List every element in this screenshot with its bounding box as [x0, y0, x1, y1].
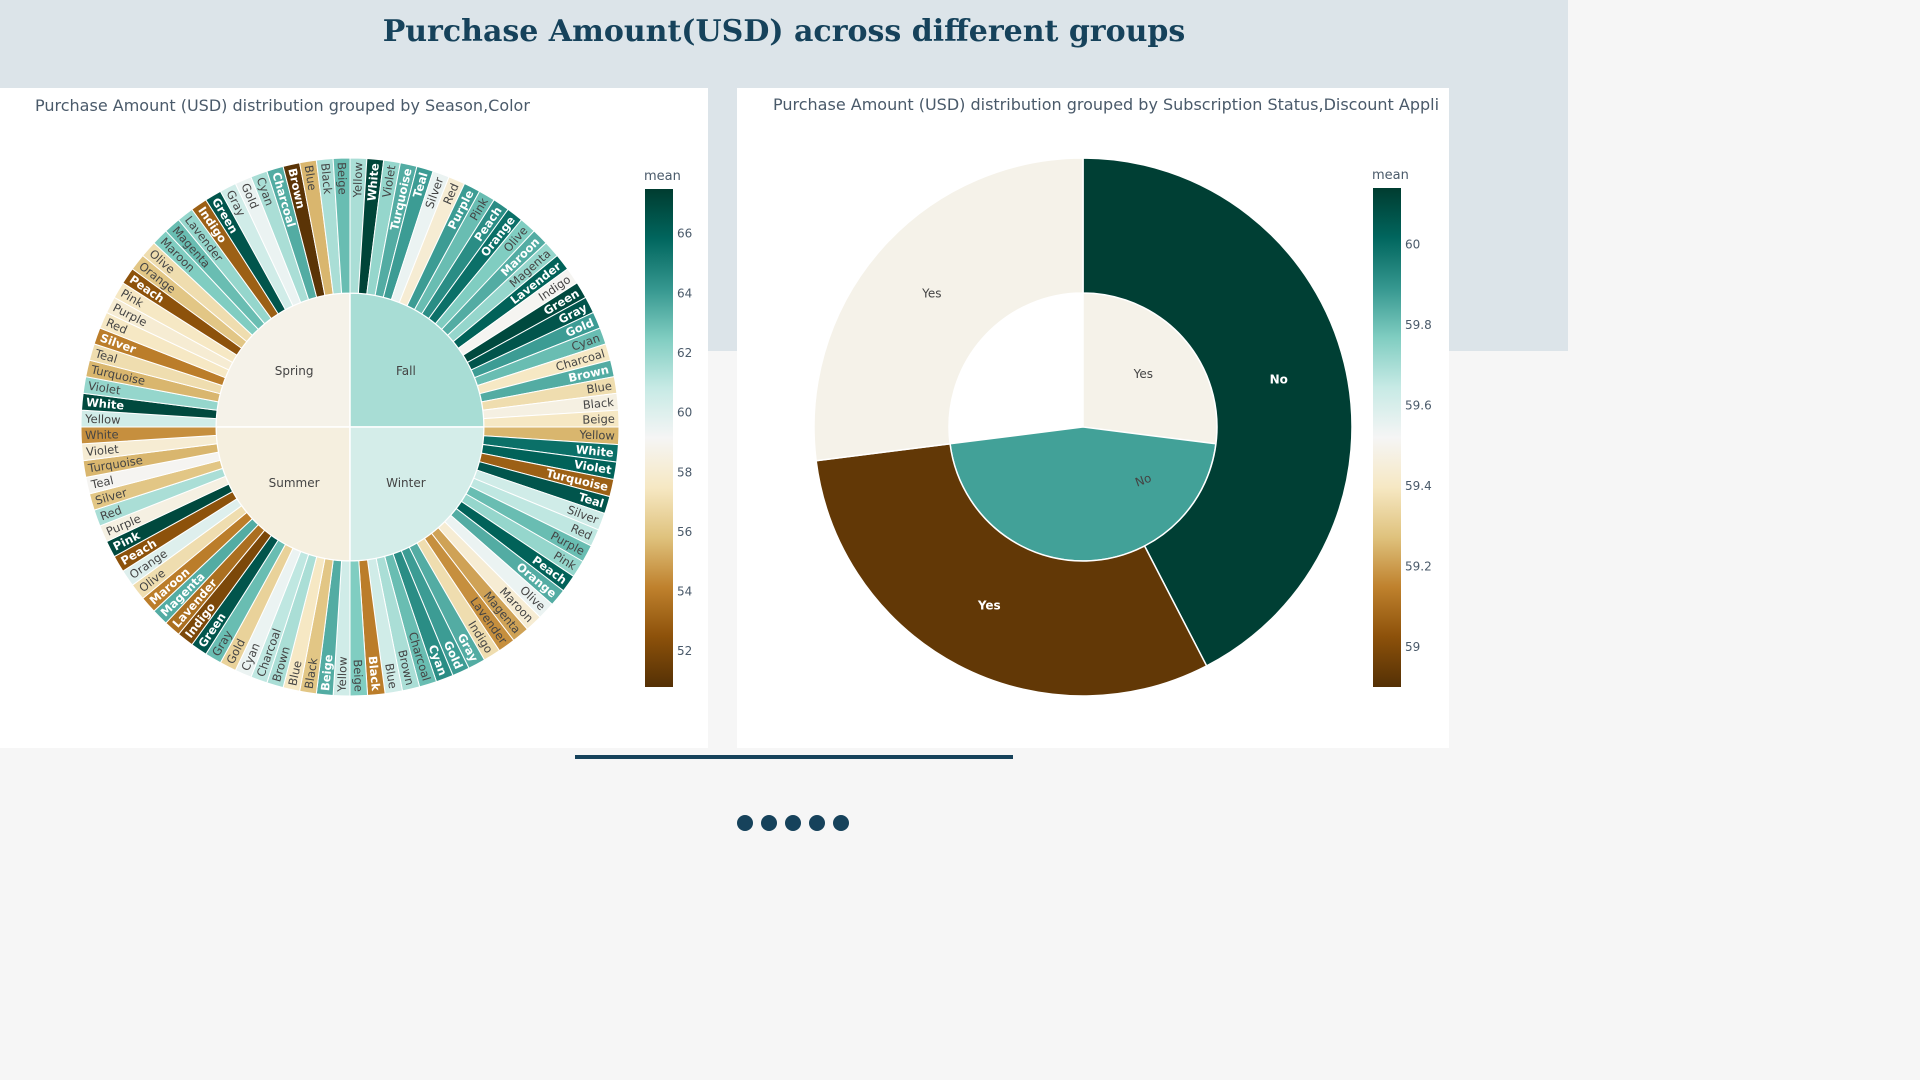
pagination-dot[interactable] — [809, 815, 825, 831]
colorbar: mean 59 59.2 59.4 59.6 59.8 60 — [1372, 168, 1432, 687]
slice-label: Yellow — [578, 427, 615, 442]
slice-label: White — [364, 162, 382, 201]
slice-label: Blue — [302, 164, 320, 191]
colorbar-gradient — [1373, 188, 1401, 687]
slice-label: White — [85, 427, 119, 442]
slice-label: Violet — [86, 442, 120, 459]
page-title: Purchase Amount(USD) across different gr… — [382, 14, 1186, 49]
slice-label: White — [575, 442, 614, 460]
slice-label: Yes — [921, 287, 941, 301]
slice-label: White — [86, 395, 125, 413]
colorbar: mean 52 54 56 58 60 62 64 66 — [644, 169, 692, 687]
slice-label: Beige — [335, 162, 350, 195]
colorbar-tick-label: 59 — [1405, 640, 1420, 654]
slice-label: Violet — [573, 457, 613, 477]
slice-label: Teal — [410, 171, 431, 200]
progress-bar — [575, 755, 1013, 759]
slice-label: Beige — [351, 659, 366, 692]
slice-label: Yellow — [335, 656, 350, 693]
slice-label: Violet — [87, 379, 122, 398]
outer-ring: Yellow WhiteVioletTurquoiseTealSilverRedP… — [80, 157, 620, 697]
season-color-chart-panel: Purchase Amount (USD) distribution group… — [0, 88, 708, 748]
pagination-dot[interactable] — [737, 815, 753, 831]
slice-label: Yellow — [84, 412, 121, 427]
slice-label: Black — [366, 655, 383, 691]
colorbar-gradient — [645, 189, 673, 687]
pagination-dot[interactable] — [761, 815, 777, 831]
pagination-dots[interactable] — [737, 815, 849, 831]
slice-label: Blue — [382, 662, 400, 689]
slice-spring-beige — [332, 157, 351, 294]
slice-label: Blue — [586, 379, 613, 397]
slice-label: Yes — [977, 598, 1001, 612]
outer-ring: No Yes Yes — [813, 157, 1353, 697]
colorbar-title: mean — [644, 169, 681, 184]
colorbar-tick-label: 52 — [677, 644, 692, 658]
sector-label: Spring — [275, 364, 314, 378]
slice-no-no — [1082, 157, 1353, 667]
sector-label: Yes — [1133, 367, 1153, 381]
slice-yes-yes — [813, 157, 1084, 462]
slice-no-yes — [815, 442, 1208, 697]
slice-label: Red — [98, 503, 123, 524]
chart-title: Purchase Amount (USD) distribution group… — [773, 95, 1440, 114]
slice-label: Teal — [89, 473, 115, 492]
colorbar-tick-label: 59.2 — [1405, 559, 1432, 573]
colorbar-tick-label: 60 — [1405, 237, 1420, 251]
colorbar-tick-label: 56 — [677, 525, 692, 539]
slice-label: Beige — [582, 412, 615, 427]
slice-label: Black — [302, 657, 321, 690]
inner-ring: No Yes — [949, 292, 1218, 562]
slice-label: Black — [582, 395, 615, 412]
slice-label: No — [1270, 372, 1288, 386]
colorbar-tick-label: 66 — [677, 227, 692, 241]
colorbar-tick-label: 64 — [677, 286, 692, 300]
slice-label: Beige — [318, 654, 335, 692]
subscription-discount-sunburst: No Yes No Yes Yes mean 59 59.2 59.4 59.6 59.8 60 — [813, 157, 1432, 697]
subscription-discount-chart-panel: Purchase Amount (USD) distribution group… — [737, 88, 1449, 748]
sector-label: Fall — [396, 364, 416, 378]
colorbar-tick-label: 59.6 — [1405, 398, 1432, 412]
slice-label: Blue — [285, 659, 304, 687]
colorbar-tick-label: 59.8 — [1405, 318, 1432, 332]
slice-label: Yellow — [350, 162, 365, 199]
slice-label: Violet — [379, 164, 398, 199]
inner-ring: Spring Fall Summer Winter — [215, 292, 485, 562]
chart-title: Purchase Amount (USD) distribution group… — [35, 96, 530, 115]
colorbar-title: mean — [1372, 168, 1409, 183]
colorbar-tick-label: 58 — [677, 465, 692, 479]
pagination-dot[interactable] — [833, 815, 849, 831]
sector-label: Summer — [269, 476, 320, 490]
colorbar-tick-label: 60 — [677, 406, 692, 420]
pagination-dot[interactable] — [785, 815, 801, 831]
slice-label: Black — [318, 163, 335, 196]
sector-label: Winter — [386, 476, 426, 490]
slice-label: Teal — [93, 346, 119, 366]
sector-label: No — [1133, 471, 1153, 490]
colorbar-tick-label: 59.4 — [1405, 479, 1432, 493]
colorbar-tick-label: 62 — [677, 346, 692, 360]
colorbar-tick-label: 54 — [677, 585, 692, 599]
